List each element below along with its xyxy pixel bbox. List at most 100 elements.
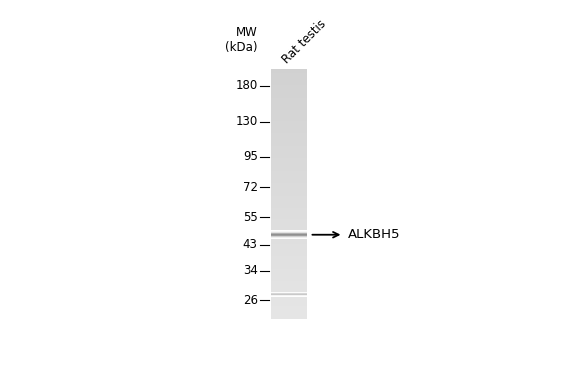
Bar xyxy=(271,83,307,85)
Bar xyxy=(271,175,307,177)
Bar xyxy=(271,231,307,234)
Bar xyxy=(271,117,307,119)
Bar xyxy=(271,164,307,167)
Text: 34: 34 xyxy=(243,264,258,277)
Bar xyxy=(271,71,307,73)
Bar xyxy=(271,112,307,115)
Bar xyxy=(271,158,307,160)
Bar xyxy=(271,211,307,212)
Text: MW
(kDa): MW (kDa) xyxy=(225,26,258,54)
Text: 95: 95 xyxy=(243,150,258,163)
Bar xyxy=(271,311,307,313)
Bar xyxy=(271,85,307,87)
Bar xyxy=(271,234,307,235)
Bar xyxy=(271,75,307,77)
Bar xyxy=(271,169,307,171)
Bar xyxy=(271,177,307,179)
Bar xyxy=(271,244,307,246)
Bar xyxy=(271,187,307,190)
Bar xyxy=(271,194,307,196)
Bar xyxy=(271,238,307,240)
Bar xyxy=(271,307,307,308)
Bar xyxy=(271,156,307,158)
Bar xyxy=(271,208,307,211)
Bar xyxy=(271,146,307,148)
Bar xyxy=(271,269,307,271)
Bar xyxy=(271,192,307,194)
Bar xyxy=(271,77,307,79)
Bar xyxy=(271,288,307,290)
Bar xyxy=(271,148,307,150)
Bar xyxy=(271,106,307,108)
Bar xyxy=(271,290,307,292)
Bar xyxy=(271,302,307,304)
Bar xyxy=(271,315,307,317)
Bar xyxy=(271,242,307,244)
Bar xyxy=(271,181,307,183)
Bar xyxy=(271,229,307,231)
Bar xyxy=(271,100,307,102)
Bar xyxy=(271,286,307,288)
Bar xyxy=(271,115,307,117)
Bar xyxy=(271,317,307,319)
Bar xyxy=(271,198,307,200)
Bar xyxy=(271,279,307,281)
Bar xyxy=(271,142,307,144)
Bar xyxy=(271,273,307,275)
Bar xyxy=(271,254,307,256)
Bar xyxy=(271,263,307,265)
Bar xyxy=(271,275,307,277)
Text: Rat testis: Rat testis xyxy=(280,17,329,66)
Bar xyxy=(271,265,307,267)
Bar xyxy=(271,127,307,129)
Bar xyxy=(271,304,307,307)
Bar xyxy=(271,110,307,112)
Bar xyxy=(271,102,307,104)
Bar xyxy=(271,250,307,252)
Bar xyxy=(271,152,307,154)
Bar xyxy=(271,277,307,279)
Bar xyxy=(271,150,307,152)
Bar xyxy=(271,94,307,96)
Bar xyxy=(271,267,307,269)
Bar xyxy=(271,196,307,198)
Bar xyxy=(271,206,307,208)
Bar xyxy=(271,300,307,302)
Bar xyxy=(271,202,307,204)
Bar xyxy=(271,212,307,215)
Bar xyxy=(271,227,307,229)
Text: 55: 55 xyxy=(243,211,258,224)
Text: 72: 72 xyxy=(243,181,258,194)
Bar xyxy=(271,248,307,250)
Bar xyxy=(271,271,307,273)
Text: ALKBH5: ALKBH5 xyxy=(348,228,400,241)
Bar xyxy=(271,90,307,91)
Bar xyxy=(271,160,307,163)
Bar xyxy=(271,98,307,100)
Bar xyxy=(271,252,307,254)
Bar xyxy=(271,259,307,260)
Bar xyxy=(271,73,307,75)
Bar xyxy=(271,294,307,296)
Bar xyxy=(271,281,307,284)
Bar xyxy=(271,179,307,181)
Bar xyxy=(271,133,307,135)
Bar xyxy=(271,235,307,238)
Bar xyxy=(271,190,307,192)
Bar xyxy=(271,144,307,146)
Bar xyxy=(271,135,307,138)
Bar xyxy=(271,260,307,263)
Bar xyxy=(271,121,307,123)
Bar xyxy=(271,87,307,90)
Bar xyxy=(271,129,307,131)
Bar xyxy=(271,292,307,294)
Bar xyxy=(271,256,307,259)
Bar xyxy=(271,138,307,139)
Bar xyxy=(271,219,307,221)
Bar xyxy=(271,119,307,121)
Bar xyxy=(271,69,307,71)
Bar xyxy=(271,200,307,202)
Bar xyxy=(271,298,307,300)
Bar xyxy=(271,221,307,223)
Bar xyxy=(271,223,307,225)
